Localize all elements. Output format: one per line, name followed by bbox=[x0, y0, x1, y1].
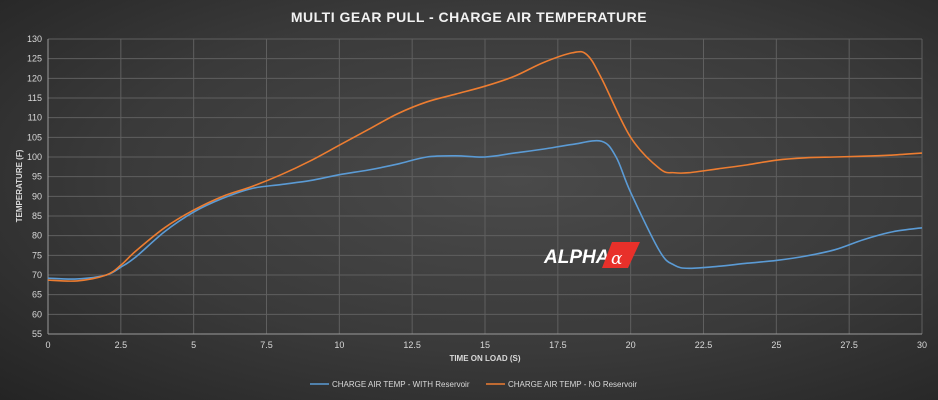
tick-labels: 5560657075808590951001051101151201251300… bbox=[27, 34, 927, 350]
y-tick-label: 100 bbox=[27, 152, 42, 162]
legend-label-with-reservoir: CHARGE AIR TEMP - WITH Reservoir bbox=[332, 380, 470, 389]
x-tick-label: 7.5 bbox=[260, 340, 273, 350]
x-tick-label: 22.5 bbox=[695, 340, 713, 350]
series-line-no-reservoir bbox=[47, 50, 923, 282]
logo-alpha-mark bbox=[602, 242, 640, 268]
y-tick-label: 70 bbox=[32, 270, 42, 280]
x-axis-label: TIME ON LOAD (S) bbox=[449, 354, 520, 363]
x-tick-label: 15 bbox=[480, 340, 490, 350]
logo-text: ALPHA bbox=[543, 247, 609, 268]
logo-alpha-glyph: α bbox=[611, 249, 623, 269]
series-line-with-reservoir bbox=[47, 139, 923, 280]
series-lines bbox=[47, 50, 923, 282]
gridlines bbox=[47, 38, 923, 335]
y-tick-label: 110 bbox=[28, 113, 42, 123]
x-tick-label: 27.5 bbox=[840, 340, 858, 350]
x-tick-label: 17.5 bbox=[549, 340, 567, 350]
y-tick-label: 130 bbox=[27, 34, 42, 44]
y-tick-label: 55 bbox=[32, 329, 42, 339]
chart-title: MULTI GEAR PULL - CHARGE AIR TEMPERATURE bbox=[291, 9, 647, 25]
x-tick-label: 2.5 bbox=[115, 340, 128, 350]
logo: ALPHA α bbox=[543, 242, 640, 269]
y-tick-label: 115 bbox=[28, 93, 42, 103]
x-tick-label: 25 bbox=[771, 340, 781, 350]
y-axis-label: TEMPERATURE (F) bbox=[15, 149, 24, 222]
y-tick-label: 105 bbox=[27, 132, 42, 142]
x-tick-label: 20 bbox=[626, 340, 636, 350]
legend-label-no-reservoir: CHARGE AIR TEMP - NO Reservoir bbox=[508, 380, 637, 389]
y-tick-label: 85 bbox=[32, 211, 42, 221]
y-tick-label: 75 bbox=[32, 250, 42, 260]
x-tick-label: 5 bbox=[191, 340, 196, 350]
x-tick-label: 12.5 bbox=[403, 340, 421, 350]
x-tick-label: 10 bbox=[334, 340, 344, 350]
y-tick-label: 60 bbox=[32, 309, 42, 319]
x-tick-label: 0 bbox=[45, 340, 50, 350]
y-tick-label: 65 bbox=[32, 290, 42, 300]
y-tick-label: 90 bbox=[32, 191, 42, 201]
legend: CHARGE AIR TEMP - WITH Reservoir CHARGE … bbox=[310, 380, 637, 389]
y-tick-label: 125 bbox=[27, 54, 42, 64]
y-tick-label: 120 bbox=[27, 73, 42, 83]
y-tick-label: 95 bbox=[32, 172, 42, 182]
y-tick-label: 80 bbox=[32, 231, 42, 241]
x-tick-label: 30 bbox=[917, 340, 927, 350]
